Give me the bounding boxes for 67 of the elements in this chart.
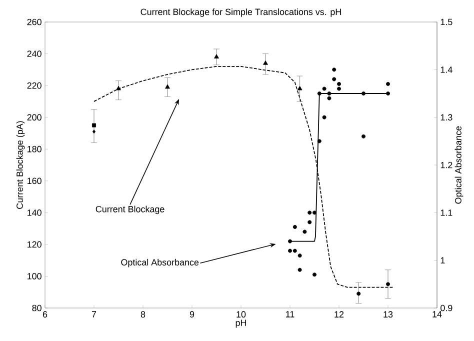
x-tick-label: 12: [334, 311, 344, 318]
point: [332, 77, 336, 82]
point: [288, 239, 292, 244]
point: [297, 86, 302, 90]
annotation: Optical Absorbance: [121, 258, 199, 268]
point: [92, 123, 96, 128]
y-tick-label: 200: [27, 114, 42, 121]
point: [288, 248, 292, 253]
x-tick-label: 9: [190, 311, 194, 318]
point: [327, 96, 332, 100]
point: [92, 130, 96, 134]
x-tick-label: 6: [42, 311, 48, 318]
y2-tick-label: 1.2: [440, 162, 452, 168]
x-tick-label: 14: [432, 311, 442, 318]
x-axis-title: pH: [236, 320, 246, 328]
y-tick-label: 80: [32, 304, 42, 312]
y2-axis-title: Optical Absorbance: [454, 126, 464, 204]
y-tick-label: 160: [28, 178, 42, 184]
point: [362, 134, 366, 138]
x-tick-label: 8: [140, 311, 146, 318]
y2-tick-label: 1: [440, 257, 445, 264]
point: [116, 86, 121, 90]
y-tick-label: 100: [28, 273, 42, 280]
y2-tick-label: 1.3: [440, 114, 452, 121]
point: [332, 68, 336, 72]
point: [312, 210, 316, 215]
point: [308, 210, 312, 215]
point: [292, 224, 297, 229]
annotation: Current Blockage: [96, 206, 164, 214]
point: [386, 92, 390, 96]
point: [308, 220, 312, 224]
x-tick-label: 11: [286, 311, 294, 318]
point: [302, 230, 307, 234]
y2-tick-label: 1.1: [440, 210, 452, 216]
point: [356, 292, 361, 296]
point: [298, 254, 302, 258]
y-tick-label: 120: [28, 241, 42, 248]
point: [337, 82, 341, 86]
point: [165, 84, 170, 89]
y-tick-label: 140: [28, 209, 42, 216]
y-tick-label: 180: [28, 146, 42, 152]
y-axis-title: Current Blockage (pA): [16, 121, 25, 209]
point: [322, 115, 326, 120]
point: [337, 86, 341, 91]
point: [292, 248, 297, 253]
point: [362, 92, 366, 96]
y-tick-label: 220: [27, 82, 42, 89]
x-tick-label: 13: [384, 311, 393, 318]
y2-tick-label: 0.9: [440, 304, 452, 312]
point: [386, 82, 390, 86]
point: [327, 92, 332, 96]
y2-tick-label: 1.4: [440, 66, 452, 73]
point: [298, 268, 302, 272]
chart-title: Current Blockage for Simple Translocations vs. pH: [140, 8, 341, 17]
point: [317, 139, 322, 144]
point: [312, 272, 316, 277]
x-tick-label: 10: [236, 311, 246, 318]
point: [317, 92, 322, 96]
point: [386, 282, 390, 286]
y-tick-label: 260: [27, 18, 42, 26]
point: [214, 54, 219, 58]
line-series: [94, 66, 394, 288]
x-tick-label: 7: [92, 311, 96, 318]
point: [263, 60, 268, 65]
point: [322, 86, 326, 91]
y2-tick-label: 1.5: [440, 18, 452, 26]
y-tick-label: 240: [27, 50, 42, 57]
